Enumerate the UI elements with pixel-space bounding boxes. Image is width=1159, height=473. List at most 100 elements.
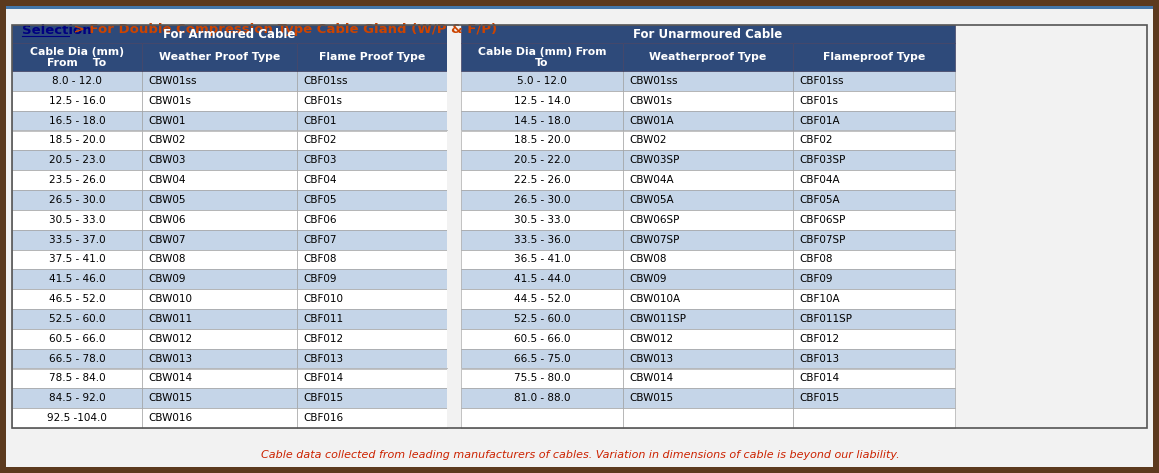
Bar [624, 249, 793, 269]
Text: 18.5 - 20.0: 18.5 - 20.0 [49, 135, 105, 145]
Text: For Unarmoured Cable: For Unarmoured Cable [633, 27, 782, 41]
Text: CBF08: CBF08 [302, 254, 336, 264]
Bar [297, 329, 447, 349]
Text: CBF05A: CBF05A [799, 195, 839, 205]
Text: 46.5 - 52.0: 46.5 - 52.0 [49, 294, 105, 304]
Bar [793, 190, 955, 210]
Text: 12.5 - 14.0: 12.5 - 14.0 [513, 96, 570, 106]
Text: 33.5 - 37.0: 33.5 - 37.0 [49, 235, 105, 245]
Bar [793, 111, 955, 131]
Bar [461, 71, 624, 91]
Text: For Armoured Cable: For Armoured Cable [163, 27, 296, 41]
Bar [461, 43, 624, 71]
Text: CBW01s: CBW01s [148, 96, 191, 106]
Bar [12, 170, 143, 190]
Text: 52.5 - 60.0: 52.5 - 60.0 [513, 314, 570, 324]
Text: CBF06: CBF06 [302, 215, 336, 225]
Bar [793, 349, 955, 368]
Bar [624, 309, 793, 329]
Bar [143, 71, 297, 91]
Bar [447, 170, 461, 190]
Text: CBW04: CBW04 [148, 175, 185, 185]
Bar [793, 269, 955, 289]
Text: CBW011SP: CBW011SP [629, 314, 686, 324]
Bar [447, 249, 461, 269]
Bar [624, 170, 793, 190]
Text: CBW08: CBW08 [629, 254, 666, 264]
Bar [12, 71, 143, 91]
Text: 22.5 - 26.0: 22.5 - 26.0 [513, 175, 570, 185]
Text: 66.5 - 78.0: 66.5 - 78.0 [49, 354, 105, 364]
Bar [461, 329, 624, 349]
Text: CBW07: CBW07 [148, 235, 185, 245]
Bar [461, 25, 955, 43]
Text: CBW06: CBW06 [148, 215, 185, 225]
Bar [12, 329, 143, 349]
Bar [12, 210, 143, 230]
Text: 30.5 - 33.0: 30.5 - 33.0 [513, 215, 570, 225]
Bar [624, 368, 793, 388]
Text: 26.5 - 30.0: 26.5 - 30.0 [49, 195, 105, 205]
Text: 16.5 - 18.0: 16.5 - 18.0 [49, 115, 105, 126]
Bar [447, 289, 461, 309]
Text: 60.5 - 66.0: 60.5 - 66.0 [49, 334, 105, 344]
Bar [624, 111, 793, 131]
Bar [461, 170, 624, 190]
Bar [461, 269, 624, 289]
Bar [297, 408, 447, 428]
Text: 41.5 - 46.0: 41.5 - 46.0 [49, 274, 105, 284]
Text: CBW05A: CBW05A [629, 195, 673, 205]
Bar [793, 368, 955, 388]
Text: 60.5 - 66.0: 60.5 - 66.0 [513, 334, 570, 344]
Bar [12, 111, 143, 131]
Text: CBF09: CBF09 [799, 274, 832, 284]
Bar [447, 111, 461, 131]
Bar [447, 91, 461, 111]
Text: CBF015: CBF015 [302, 393, 343, 403]
Text: 81.0 - 88.0: 81.0 - 88.0 [513, 393, 570, 403]
Text: Flame Proof Type: Flame Proof Type [319, 52, 425, 62]
Text: CBW012: CBW012 [629, 334, 673, 344]
Bar [447, 269, 461, 289]
Text: CBW01A: CBW01A [629, 115, 673, 126]
Bar [461, 408, 624, 428]
Text: 26.5 - 30.0: 26.5 - 30.0 [513, 195, 570, 205]
Bar [12, 150, 143, 170]
Text: CBF011: CBF011 [302, 314, 343, 324]
Bar [12, 25, 447, 43]
Bar [12, 91, 143, 111]
Bar [447, 408, 461, 428]
Bar [461, 309, 624, 329]
Text: 33.5 - 36.0: 33.5 - 36.0 [513, 235, 570, 245]
Bar [297, 150, 447, 170]
Bar [624, 131, 793, 150]
Text: CBW013: CBW013 [629, 354, 673, 364]
Text: CBF07: CBF07 [302, 235, 336, 245]
Text: CBW06SP: CBW06SP [629, 215, 679, 225]
Bar [6, 6, 1153, 9]
Text: CBW05: CBW05 [148, 195, 185, 205]
Bar [447, 309, 461, 329]
Bar [12, 43, 143, 71]
Text: 37.5 - 41.0: 37.5 - 41.0 [49, 254, 105, 264]
Bar [143, 190, 297, 210]
Bar [447, 190, 461, 210]
Text: 78.5 - 84.0: 78.5 - 84.0 [49, 373, 105, 384]
Text: 18.5 - 20.0: 18.5 - 20.0 [513, 135, 570, 145]
Text: CBF04A: CBF04A [799, 175, 839, 185]
Bar [793, 309, 955, 329]
Text: CBW09: CBW09 [148, 274, 185, 284]
Bar [297, 170, 447, 190]
Text: From    To: From To [48, 58, 107, 68]
Text: CBF014: CBF014 [302, 373, 343, 384]
Text: CBW08: CBW08 [148, 254, 185, 264]
Bar [793, 249, 955, 269]
Bar [297, 368, 447, 388]
Bar [143, 131, 297, 150]
Bar [624, 230, 793, 249]
Bar [461, 230, 624, 249]
Text: 23.5 - 26.0: 23.5 - 26.0 [49, 175, 105, 185]
Text: To: To [535, 58, 548, 68]
Bar [624, 269, 793, 289]
Text: CBF01A: CBF01A [799, 115, 839, 126]
